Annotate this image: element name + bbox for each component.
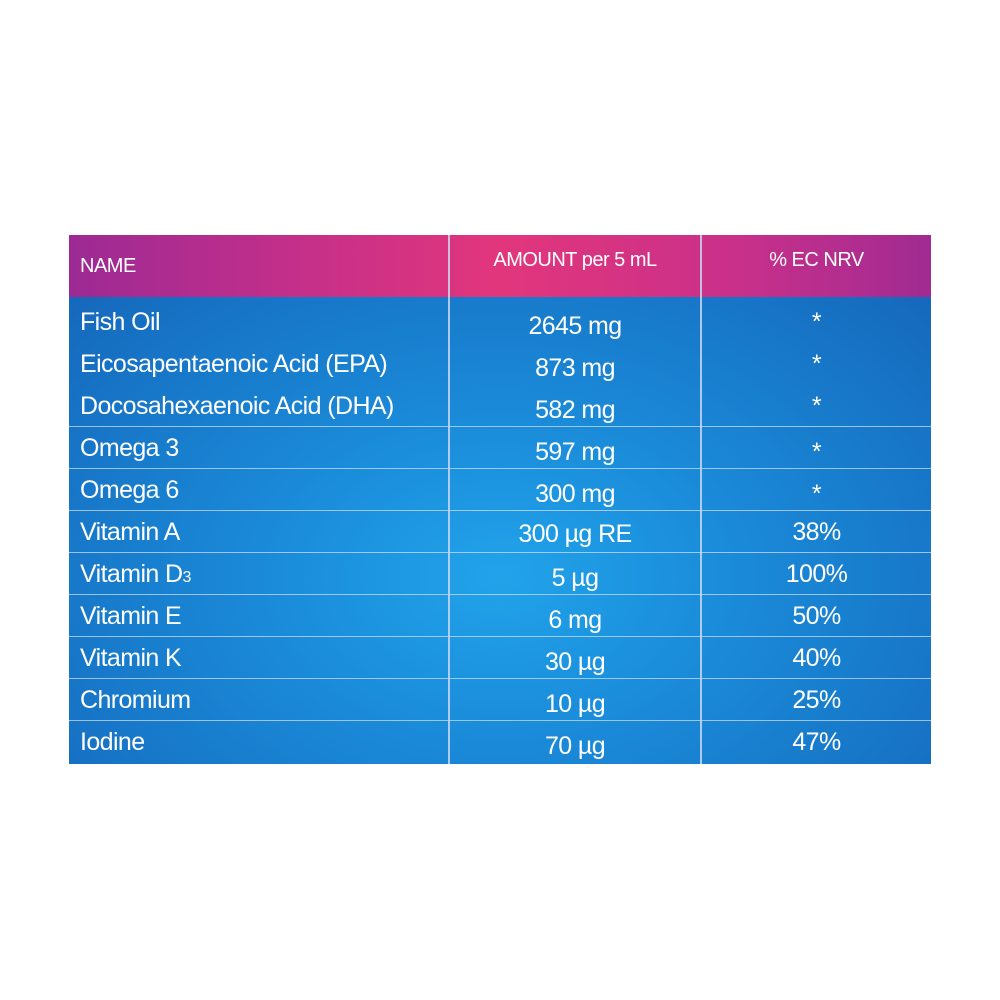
cell-name: Docosahexaenoic Acid (DHA) [80, 392, 394, 420]
row-divider [69, 636, 931, 637]
cell-amount: 6 mg [548, 606, 602, 634]
cell-amount: 582 mg [535, 396, 615, 424]
cell-nrv: * [811, 480, 822, 508]
cell-nrv: 50% [792, 602, 841, 630]
cell-amount: 2645 mg [528, 312, 622, 340]
cell-name: Vitamin A [80, 518, 180, 546]
cell-name: Fish Oil [80, 308, 161, 336]
cell-name: Iodine [80, 728, 145, 756]
row-divider [69, 510, 931, 511]
cell-amount: 30 µg [544, 648, 606, 676]
table-header: NAME AMOUNT per 5 mL % EC NRV [69, 235, 931, 297]
cell-nrv: 40% [792, 644, 841, 672]
cell-nrv: * [811, 392, 822, 420]
cell-name-subscript: 3 [182, 569, 192, 586]
cell-nrv: * [811, 308, 822, 336]
cell-amount: 5 µg [551, 564, 599, 592]
header-amount: AMOUNT per 5 mL [493, 249, 657, 271]
cell-name: Vitamin D3 [80, 559, 191, 593]
cell-name: Chromium [80, 686, 191, 714]
cell-name: Vitamin K [80, 644, 182, 672]
cell-nrv: 100% [785, 560, 848, 588]
column-divider [700, 235, 702, 764]
cell-name: Omega 3 [80, 434, 179, 462]
table-body: Fish Oil 2645 mg * Eicosapentaenoic Acid… [69, 297, 931, 764]
row-divider [69, 594, 931, 595]
header-nrv: % EC NRV [769, 249, 864, 271]
cell-name: Eicosapentaenoic Acid (EPA) [80, 350, 388, 378]
cell-nrv: * [811, 438, 822, 466]
cell-amount: 597 mg [535, 438, 615, 466]
cell-nrv: 38% [792, 518, 841, 546]
cell-name: Omega 6 [80, 476, 179, 504]
row-divider [69, 720, 931, 721]
cell-amount: 300 mg [535, 480, 615, 508]
cell-nrv: 47% [792, 728, 841, 756]
cell-name: Vitamin E [80, 602, 182, 630]
cell-amount: 300 µg RE [518, 520, 632, 548]
row-divider [69, 426, 931, 427]
cell-amount: 873 mg [535, 354, 615, 382]
column-divider [448, 235, 450, 764]
row-divider [69, 468, 931, 469]
cell-nrv: * [811, 350, 822, 378]
cell-amount: 10 µg [544, 690, 606, 718]
nutrition-table: NAME AMOUNT per 5 mL % EC NRV Fish Oil 2… [69, 235, 931, 764]
cell-nrv: 25% [792, 686, 841, 714]
header-name: NAME [80, 255, 136, 277]
row-divider [69, 552, 931, 553]
row-divider [69, 678, 931, 679]
cell-name-text: Vitamin D [80, 560, 183, 588]
cell-amount: 70 µg [544, 732, 606, 760]
